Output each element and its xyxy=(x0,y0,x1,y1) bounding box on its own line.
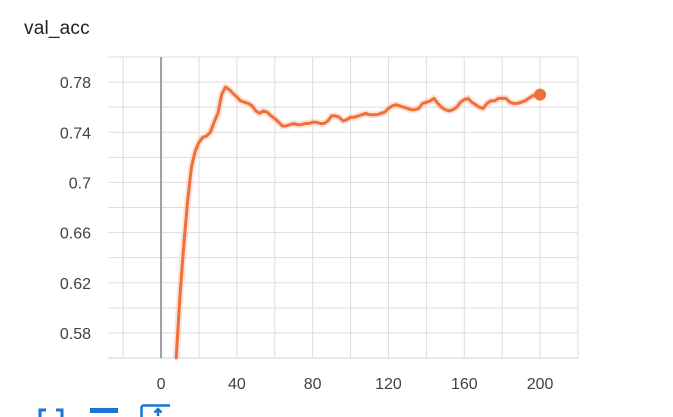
series-layer xyxy=(172,83,547,360)
y-tick-label: 0.66 xyxy=(60,226,91,243)
y-tick-label: 0.78 xyxy=(60,75,91,92)
log-scale-icon xyxy=(90,408,118,413)
y-tick-label: 0.58 xyxy=(60,326,91,343)
download-icon xyxy=(140,404,170,417)
chart-title: val_acc xyxy=(24,18,90,39)
x-tick-label: 80 xyxy=(304,376,322,393)
x-tick-label: 0 xyxy=(157,376,166,393)
axis-layer xyxy=(108,57,578,359)
y-tick-label: 0.7 xyxy=(69,175,91,192)
log-scale-button[interactable] xyxy=(88,404,118,417)
x-tick-label: 200 xyxy=(527,376,554,393)
fit-domain-button[interactable] xyxy=(36,404,66,417)
chart-toolbar xyxy=(36,404,196,417)
fit-domain-icon xyxy=(38,408,64,417)
download-button[interactable] xyxy=(140,404,170,417)
series-line xyxy=(174,85,542,360)
tick-labels: 0 40 80 120 160 200 0.58 0.62 0.66 0.7 0.74 0.78 xyxy=(60,75,554,393)
x-tick-label: 40 xyxy=(228,376,246,393)
y-tick-label: 0.74 xyxy=(60,125,91,142)
x-tick-label: 160 xyxy=(451,376,478,393)
y-tick-label: 0.62 xyxy=(60,276,91,293)
series-end-point xyxy=(534,88,547,101)
line-chart: 0 40 80 120 160 200 0.58 0.62 0.66 0.7 0.74 0.78 xyxy=(60,56,579,393)
x-tick-label: 120 xyxy=(375,376,402,393)
series-raw-line xyxy=(172,83,541,359)
